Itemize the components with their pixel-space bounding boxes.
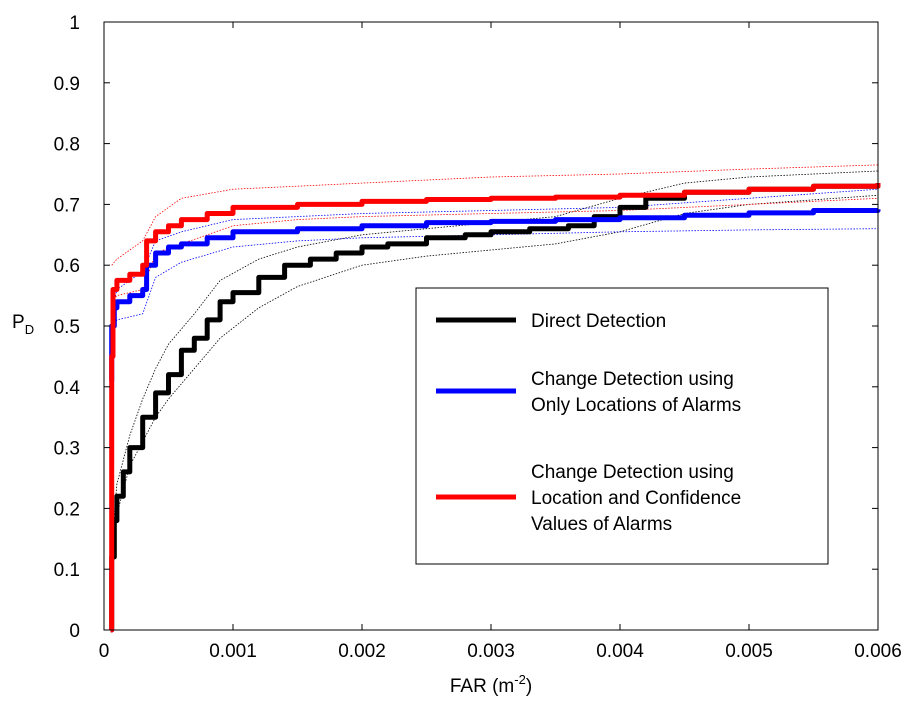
series-lines [109,183,881,633]
y-tick-label: 0.6 [54,256,80,277]
x-tick-label: 0 [99,641,110,662]
y-axis-label-main: P [12,312,25,333]
x-tick-label: 0.002 [338,641,386,662]
y-tick-label: 0.3 [54,439,80,460]
legend-box [415,287,829,565]
series-line-1 [109,183,881,633]
y-tick-label: 1 [69,13,80,34]
x-axis-ticks: 0 0.001 0.002 0.003 0.004 0.005 0.006 [99,22,902,662]
y-tick-label: 0.9 [54,74,80,95]
legend-label-2: Change Detection using [531,369,734,390]
x-axis-label: FAR (m-2) [450,672,532,697]
legend-label-1: Direct Detection [531,311,666,332]
series-line-2 [109,208,881,384]
confidence-band-upper [111,170,879,545]
y-axis-label: PD [12,312,34,337]
confidence-band-lower [111,228,879,333]
y-tick-label: 0.7 [54,195,80,216]
x-axis-label-sup: -2 [514,672,526,687]
y-tick-label: 0.2 [54,499,80,520]
x-tick-label: 0.006 [854,641,902,662]
y-tick-label: 0 [69,621,80,642]
legend-label-3: Location and Confidence [531,488,741,509]
x-axis-label-end: ) [526,676,532,697]
legend-label-3: Change Detection using [531,462,734,483]
y-axis-label-sub: D [25,322,34,337]
x-tick-label: 0.004 [596,641,644,662]
y-tick-label: 0.1 [54,560,80,581]
y-tick-label: 0.4 [54,378,81,399]
x-tick-label: 0.001 [209,641,257,662]
x-tick-label: 0.003 [467,641,515,662]
y-axis-ticks: 0 0.1 0.2 0.3 0.4 0.5 0.6 0.7 0.8 0.9 1 [54,13,878,642]
x-tick-label: 0.005 [725,641,773,662]
y-tick-label: 0.8 [54,135,80,156]
y-tick-label: 0.5 [54,317,80,338]
x-axis-label-main: FAR (m [450,676,514,697]
legend: Direct Detection Change Detection using On… [415,287,829,565]
confidence-band-upper [111,164,879,266]
series-line-3 [109,183,881,633]
confidence-band-lower [111,194,879,570]
legend-label-2: Only Locations of Alarms [531,395,741,416]
legend-label-3: Values of Alarms [531,514,672,535]
